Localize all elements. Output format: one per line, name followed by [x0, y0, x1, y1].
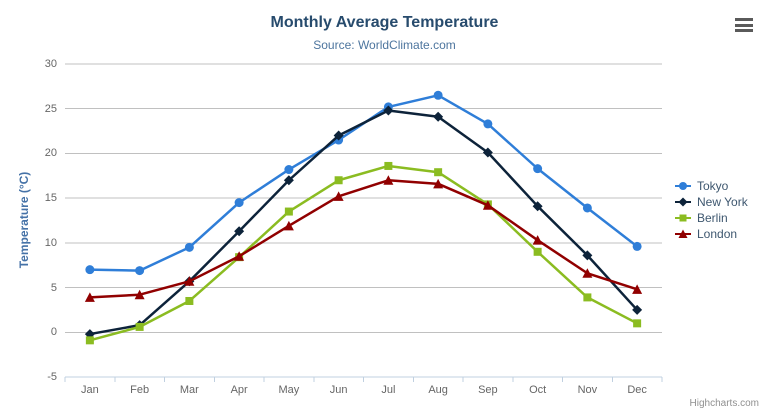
- legend-item-berlin[interactable]: Berlin: [674, 210, 748, 226]
- legend-label: New York: [697, 195, 748, 209]
- legend-item-new-york[interactable]: New York: [674, 194, 748, 210]
- data-point[interactable]: [284, 207, 293, 216]
- y-tick-label: 25: [44, 102, 57, 115]
- x-tick-label: Mar: [179, 384, 199, 396]
- x-axis-line: [64, 376, 663, 382]
- data-point[interactable]: [234, 251, 245, 261]
- grid-lines: [65, 63, 662, 378]
- data-point[interactable]: [433, 90, 443, 100]
- legend-label: Berlin: [697, 211, 728, 225]
- legend-item-tokyo[interactable]: Tokyo: [674, 178, 748, 194]
- series-tokyo[interactable]: [85, 90, 642, 276]
- data-point[interactable]: [184, 242, 194, 252]
- x-tick-label: Feb: [130, 384, 150, 396]
- data-point[interactable]: [433, 178, 444, 189]
- series-london[interactable]: [84, 175, 643, 302]
- x-tick-label: Apr: [230, 384, 248, 396]
- data-point[interactable]: [384, 161, 393, 170]
- legend: Tokyo New York Berlin London: [674, 178, 748, 242]
- data-point[interactable]: [482, 200, 493, 210]
- legend-symbol-triangle: [675, 229, 691, 238]
- x-tick-label: Nov: [577, 384, 598, 396]
- data-point[interactable]: [234, 226, 245, 237]
- hamburger-icon: [735, 23, 753, 27]
- x-tick-label: Dec: [627, 384, 647, 396]
- data-point[interactable]: [333, 130, 344, 141]
- y-tick-label: 10: [44, 236, 57, 249]
- data-point[interactable]: [633, 319, 642, 328]
- data-point: [678, 229, 688, 238]
- data-point: [679, 214, 687, 222]
- data-point[interactable]: [434, 168, 443, 177]
- legend-label: London: [697, 227, 738, 241]
- data-point[interactable]: [532, 201, 543, 212]
- data-point[interactable]: [334, 176, 343, 185]
- y-tick-label: 0: [50, 326, 57, 339]
- data-point[interactable]: [383, 175, 394, 185]
- y-tick-label: 20: [44, 147, 57, 160]
- data-point[interactable]: [85, 336, 94, 345]
- chart-title: Monthly Average Temperature: [270, 14, 499, 31]
- data-point: [678, 197, 688, 207]
- data-point: [679, 182, 687, 190]
- data-point[interactable]: [483, 119, 493, 129]
- data-point[interactable]: [84, 292, 95, 302]
- y-axis-title: Temperature (°C): [17, 171, 31, 269]
- data-point[interactable]: [234, 198, 244, 208]
- x-tick-label: May: [278, 384, 300, 396]
- y-tick-label: 30: [44, 58, 57, 70]
- legend-symbol-diamond: [675, 197, 691, 207]
- y-tick-label: 15: [44, 192, 57, 205]
- y-tick-label: -5: [47, 371, 57, 383]
- data-point[interactable]: [632, 241, 642, 251]
- data-point[interactable]: [582, 203, 592, 213]
- legend-label: Tokyo: [697, 179, 729, 193]
- data-point[interactable]: [482, 147, 493, 158]
- data-point[interactable]: [383, 105, 394, 116]
- credits-link[interactable]: Highcharts.com: [689, 398, 759, 409]
- data-point[interactable]: [533, 164, 543, 174]
- data-point[interactable]: [632, 284, 643, 294]
- data-point[interactable]: [284, 165, 294, 175]
- data-point[interactable]: [632, 304, 643, 315]
- data-point[interactable]: [582, 268, 593, 278]
- x-tick-label: Oct: [529, 384, 547, 396]
- data-point[interactable]: [134, 289, 145, 300]
- data-point[interactable]: [185, 296, 194, 305]
- x-tick-label: Jun: [329, 384, 348, 396]
- context-menu-button[interactable]: [733, 16, 755, 34]
- data-point[interactable]: [184, 276, 195, 286]
- x-tick-label: Sep: [478, 384, 498, 396]
- data-point[interactable]: [85, 265, 95, 275]
- series-new-york[interactable]: [84, 105, 643, 340]
- y-tick-label: 5: [50, 281, 57, 294]
- hamburger-icon: [735, 29, 753, 32]
- x-tick-label: Jul: [381, 384, 396, 396]
- data-point[interactable]: [582, 250, 593, 261]
- data-point[interactable]: [533, 247, 542, 256]
- hamburger-icon: [735, 18, 753, 21]
- legend-item-london[interactable]: London: [674, 226, 748, 242]
- chart-subtitle: Source: WorldClimate.com: [313, 38, 456, 52]
- data-point[interactable]: [532, 235, 543, 245]
- data-point[interactable]: [135, 322, 144, 331]
- x-tick-label: Aug: [428, 384, 448, 396]
- legend-symbol-square: [675, 214, 691, 222]
- x-tick-label: Jan: [81, 384, 99, 396]
- data-point[interactable]: [583, 293, 592, 302]
- legend-symbol-circle: [675, 182, 691, 190]
- data-point[interactable]: [433, 111, 444, 122]
- data-point[interactable]: [283, 175, 294, 186]
- data-point[interactable]: [135, 266, 145, 276]
- data-point[interactable]: [333, 191, 344, 201]
- data-point[interactable]: [283, 220, 294, 231]
